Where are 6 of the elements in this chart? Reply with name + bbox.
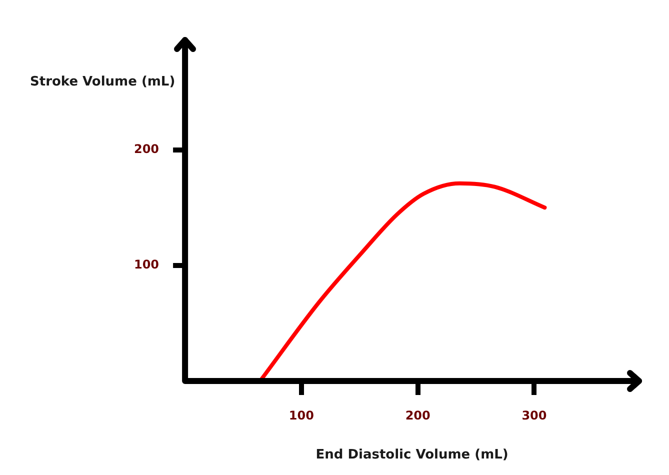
line-series xyxy=(260,181,547,381)
x-axis-title: End Diastolic Volume (mL) xyxy=(316,448,508,463)
x-tick-label: 300 xyxy=(522,408,547,422)
y-axis-title: Stroke Volume (mL) xyxy=(30,74,176,90)
x-tick-label: 200 xyxy=(405,408,430,422)
x-tick-label: 100 xyxy=(288,408,314,422)
